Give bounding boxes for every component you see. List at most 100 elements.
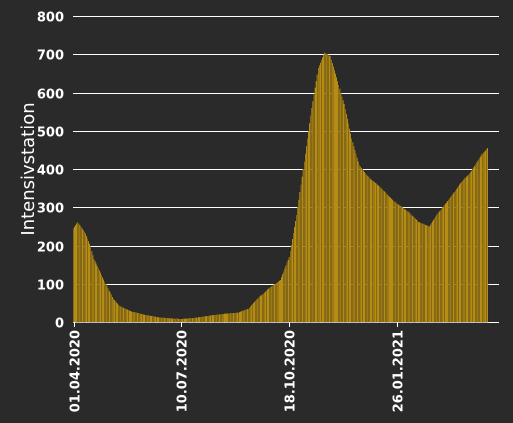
- bar: [269, 287, 271, 323]
- bar: [232, 312, 234, 323]
- bar: [406, 210, 408, 323]
- bar: [79, 224, 81, 323]
- bar: [273, 284, 275, 323]
- bar: [301, 176, 303, 323]
- bar: [169, 318, 172, 323]
- bar: [432, 221, 434, 323]
- bar: [90, 247, 92, 323]
- bar: [228, 313, 230, 323]
- bar: [76, 223, 78, 323]
- bar: [479, 157, 481, 323]
- bar: [397, 204, 399, 323]
- bar: [385, 193, 387, 323]
- bar: [118, 304, 120, 323]
- y-tick-label: 300: [37, 202, 64, 217]
- bar: [326, 53, 328, 323]
- bar: [173, 318, 175, 323]
- bar: [330, 59, 332, 323]
- bar: [110, 294, 112, 323]
- bar: [230, 312, 232, 323]
- bar: [421, 223, 423, 323]
- bar: [243, 310, 245, 323]
- bar: [226, 313, 228, 323]
- bar: [216, 314, 218, 323]
- bar: [446, 202, 448, 323]
- bar: [368, 177, 370, 323]
- bar: [343, 103, 345, 323]
- bar: [124, 308, 126, 323]
- bar: [261, 294, 263, 323]
- bar: [285, 265, 287, 323]
- bar: [116, 302, 118, 323]
- bar: [77, 221, 79, 323]
- bar: [369, 178, 371, 323]
- bar: [263, 292, 265, 323]
- bar: [145, 314, 147, 323]
- bar: [159, 317, 161, 323]
- x-tick-label: 01.04.2020: [69, 330, 84, 412]
- bar: [182, 318, 185, 323]
- bar: [373, 181, 375, 323]
- bar: [420, 222, 422, 323]
- bar: [401, 207, 403, 323]
- bar: [204, 316, 206, 323]
- bar: [309, 122, 311, 323]
- bar: [94, 261, 96, 323]
- bar: [275, 282, 277, 323]
- bar: [272, 285, 274, 323]
- bar: [393, 200, 395, 323]
- bar: [422, 223, 424, 323]
- bar: [475, 163, 477, 323]
- bar: [113, 300, 116, 323]
- bar: [453, 191, 455, 323]
- bar: [205, 315, 207, 323]
- bar: [262, 293, 264, 323]
- bar: [405, 209, 407, 323]
- bar: [455, 188, 457, 323]
- bar: [137, 312, 139, 323]
- bar: [259, 296, 261, 323]
- bar: [201, 316, 203, 323]
- bar: [317, 67, 319, 323]
- bar: [188, 318, 190, 323]
- bar: [86, 238, 89, 323]
- bar: [104, 281, 106, 323]
- bar: [352, 142, 354, 323]
- bar: [191, 317, 193, 323]
- bar: [430, 222, 433, 323]
- bar: [484, 150, 487, 323]
- bar: [265, 290, 268, 323]
- bar: [346, 118, 348, 323]
- bar: [91, 251, 93, 323]
- bar: [417, 221, 420, 323]
- bar: [130, 310, 132, 323]
- bar: [135, 312, 137, 323]
- bar: [379, 186, 381, 323]
- bar: [151, 315, 153, 323]
- bar: [483, 151, 485, 323]
- bar: [274, 283, 276, 323]
- bar: [141, 313, 144, 323]
- bar: [213, 314, 215, 323]
- bar: [457, 185, 460, 323]
- bar: [177, 318, 179, 323]
- bar: [165, 317, 167, 323]
- bar: [73, 226, 76, 323]
- x-tick-label: 10.07.2020: [176, 330, 191, 412]
- bar: [477, 160, 479, 323]
- bar: [217, 314, 219, 323]
- bar: [426, 225, 428, 323]
- bar: [171, 318, 173, 323]
- bar: [438, 211, 440, 323]
- bar: [109, 292, 111, 323]
- bar: [195, 317, 198, 323]
- bar: [197, 317, 200, 323]
- bar: [384, 192, 386, 323]
- bar: [123, 307, 125, 323]
- bar: [207, 315, 209, 323]
- bar: [158, 317, 160, 323]
- bar: [400, 206, 402, 323]
- bar: [450, 196, 452, 323]
- bar: [333, 70, 336, 323]
- bar: [80, 226, 82, 323]
